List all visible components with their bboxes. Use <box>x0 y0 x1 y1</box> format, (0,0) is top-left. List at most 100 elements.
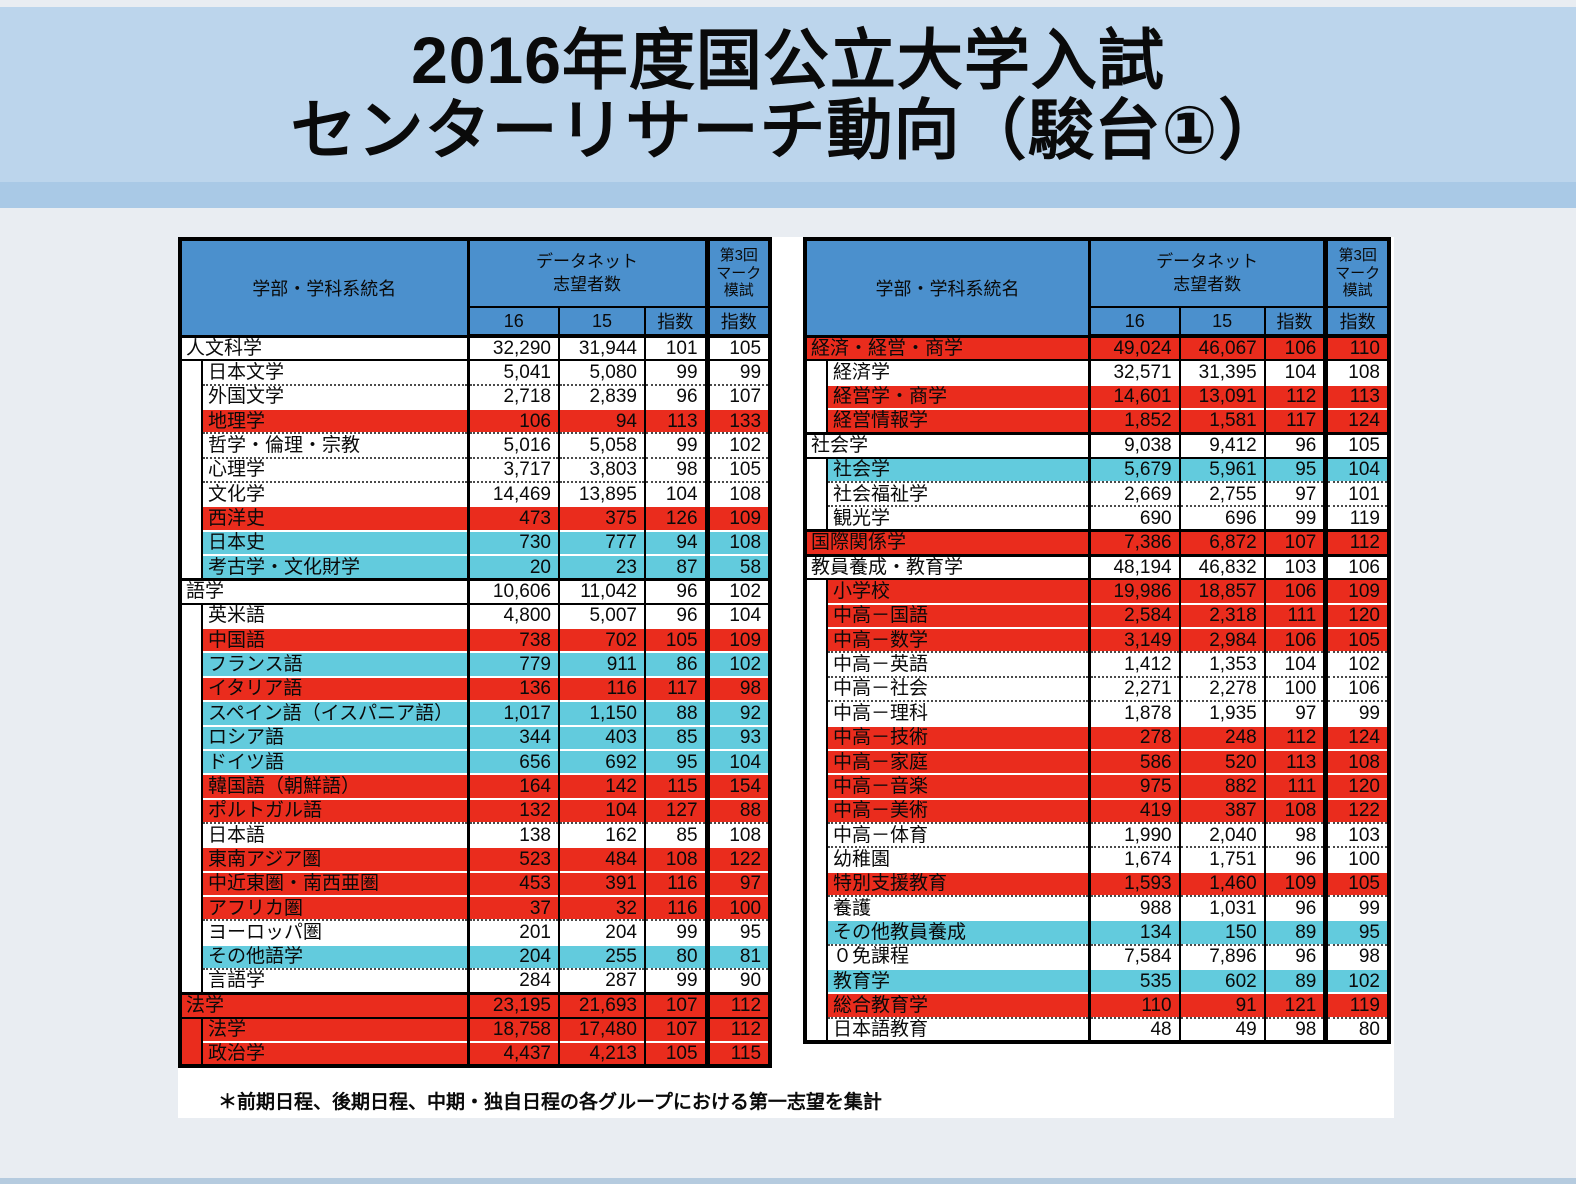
value-15: 2,755 <box>1179 481 1266 507</box>
value-index: 88 <box>645 700 710 726</box>
value-15: 2,839 <box>559 383 646 410</box>
value-15: 287 <box>559 967 646 994</box>
value-16: 164 <box>468 773 560 799</box>
table-row: 中高－美術 419 387 108 122 <box>805 797 1389 823</box>
row-name: 日本文学 <box>202 359 470 385</box>
row-name: 中高－理科 <box>827 700 1091 726</box>
value-index: 95 <box>1264 456 1329 483</box>
value-mark-index: 80 <box>1325 1016 1389 1042</box>
value-mark-index: 98 <box>707 675 771 702</box>
row-name: 社会学 <box>805 431 1091 458</box>
value-15: 2,040 <box>1179 821 1266 848</box>
value-mark-index: 115 <box>707 1040 771 1067</box>
table-row: 総合教育学 110 91 121 119 <box>805 992 1389 1018</box>
value-mark-index: 154 <box>707 773 771 799</box>
column-header-name: 学部・学科系統名 <box>805 239 1091 337</box>
row-indent <box>180 1016 203 1042</box>
column-header-mark-index: 指数 <box>707 307 771 338</box>
row-name: その他教員養成 <box>827 919 1091 945</box>
row-name: イタリア語 <box>202 675 470 702</box>
value-mark-index: 103 <box>1325 821 1389 848</box>
value-mark-index: 105 <box>1325 431 1389 458</box>
value-15: 1,581 <box>1179 408 1266 434</box>
row-indent <box>180 409 203 434</box>
value-15: 5,058 <box>559 432 646 458</box>
row-indent <box>180 701 203 726</box>
value-index: 85 <box>645 821 710 848</box>
row-name: 文化学 <box>202 481 470 507</box>
value-15: 1,751 <box>1179 846 1266 872</box>
row-name: 政治学 <box>202 1040 470 1067</box>
bottom-edge-strip <box>0 1178 1576 1184</box>
table-row: 人文科学 32,290 31,944 101 105 <box>180 334 771 361</box>
value-index: 98 <box>1264 821 1329 848</box>
value-16: 4,800 <box>468 602 560 629</box>
value-index: 87 <box>645 554 710 580</box>
table-row: 政治学 4,437 4,213 105 115 <box>180 1040 771 1067</box>
value-index: 98 <box>1264 1016 1329 1042</box>
value-15: 162 <box>559 821 646 848</box>
value-15: 248 <box>1179 724 1266 750</box>
row-indent <box>805 993 829 1018</box>
row-name: 経営学・商学 <box>827 383 1091 410</box>
row-name: 教育学 <box>827 967 1091 994</box>
table-row: 法学 23,195 21,693 107 112 <box>180 991 771 1018</box>
row-indent <box>805 725 829 750</box>
value-index: 109 <box>1264 870 1329 896</box>
row-indent <box>180 725 203 750</box>
row-name: 英米語 <box>202 602 470 629</box>
value-index: 86 <box>645 651 710 677</box>
value-16: 2,584 <box>1089 602 1181 629</box>
row-name: フランス語 <box>202 651 470 677</box>
value-16: 690 <box>1089 505 1181 531</box>
table-row: 小学校 19,986 18,857 106 109 <box>805 578 1389 604</box>
value-index: 96 <box>1264 894 1329 921</box>
row-indent <box>805 482 829 507</box>
value-16: 20 <box>468 554 560 580</box>
column-header-16: 16 <box>1089 307 1181 338</box>
table-row: 中高－国語 2,584 2,318 111 120 <box>805 602 1389 629</box>
value-mark-index: 104 <box>707 748 771 775</box>
value-index: 96 <box>1264 846 1329 872</box>
row-name: 経営情報学 <box>827 408 1091 434</box>
column-header-index: 指数 <box>645 307 710 338</box>
value-15: 1,935 <box>1179 700 1266 726</box>
table-row: 幼稚園 1,674 1,751 96 100 <box>805 846 1389 872</box>
table-row: 心理学 3,717 3,803 98 105 <box>180 456 771 483</box>
table-row: その他語学 204 255 80 81 <box>180 943 771 969</box>
value-16: 344 <box>468 724 560 750</box>
value-15: 104 <box>559 797 646 823</box>
row-indent <box>805 749 829 775</box>
value-mark-index: 112 <box>707 991 771 1018</box>
table-row: 養護 988 1,031 96 99 <box>805 894 1389 921</box>
row-name: 総合教育学 <box>827 992 1091 1018</box>
datanet-label-line1: データネット <box>1156 251 1259 271</box>
table-row: 中高－数学 3,149 2,984 106 105 <box>805 627 1389 653</box>
value-15: 1,150 <box>559 700 646 726</box>
value-16: 1,990 <box>1089 821 1181 848</box>
value-index: 111 <box>1264 602 1329 629</box>
table-row: アフリカ圏 37 32 116 100 <box>180 894 771 921</box>
value-16: 3,717 <box>468 456 560 483</box>
value-15: 32 <box>559 894 646 921</box>
table-row: 社会学 5,679 5,961 95 104 <box>805 456 1389 483</box>
table-row: ０免課程 7,584 7,896 96 98 <box>805 943 1389 969</box>
value-15: 5,007 <box>559 602 646 629</box>
value-mark-index: 122 <box>707 846 771 872</box>
table-row: スペイン語（イスパニア語） 1,017 1,150 88 92 <box>180 700 771 726</box>
value-15: 777 <box>559 529 646 556</box>
table-row: 中国語 738 702 105 109 <box>180 627 771 653</box>
value-16: 134 <box>1089 919 1181 945</box>
value-index: 101 <box>645 334 710 361</box>
value-15: 255 <box>559 943 646 969</box>
row-name: アフリカ圏 <box>202 894 470 921</box>
row-indent <box>805 798 829 823</box>
table-row: 社会福祉学 2,669 2,755 97 101 <box>805 481 1389 507</box>
value-mark-index: 105 <box>1325 627 1389 653</box>
value-mark-index: 107 <box>707 383 771 410</box>
value-index: 113 <box>645 408 710 434</box>
row-indent <box>805 359 829 385</box>
row-name: 西洋史 <box>202 505 470 531</box>
table-row: 日本文学 5,041 5,080 99 99 <box>180 359 771 385</box>
datanet-label-line2: 志望者数 <box>553 274 621 294</box>
